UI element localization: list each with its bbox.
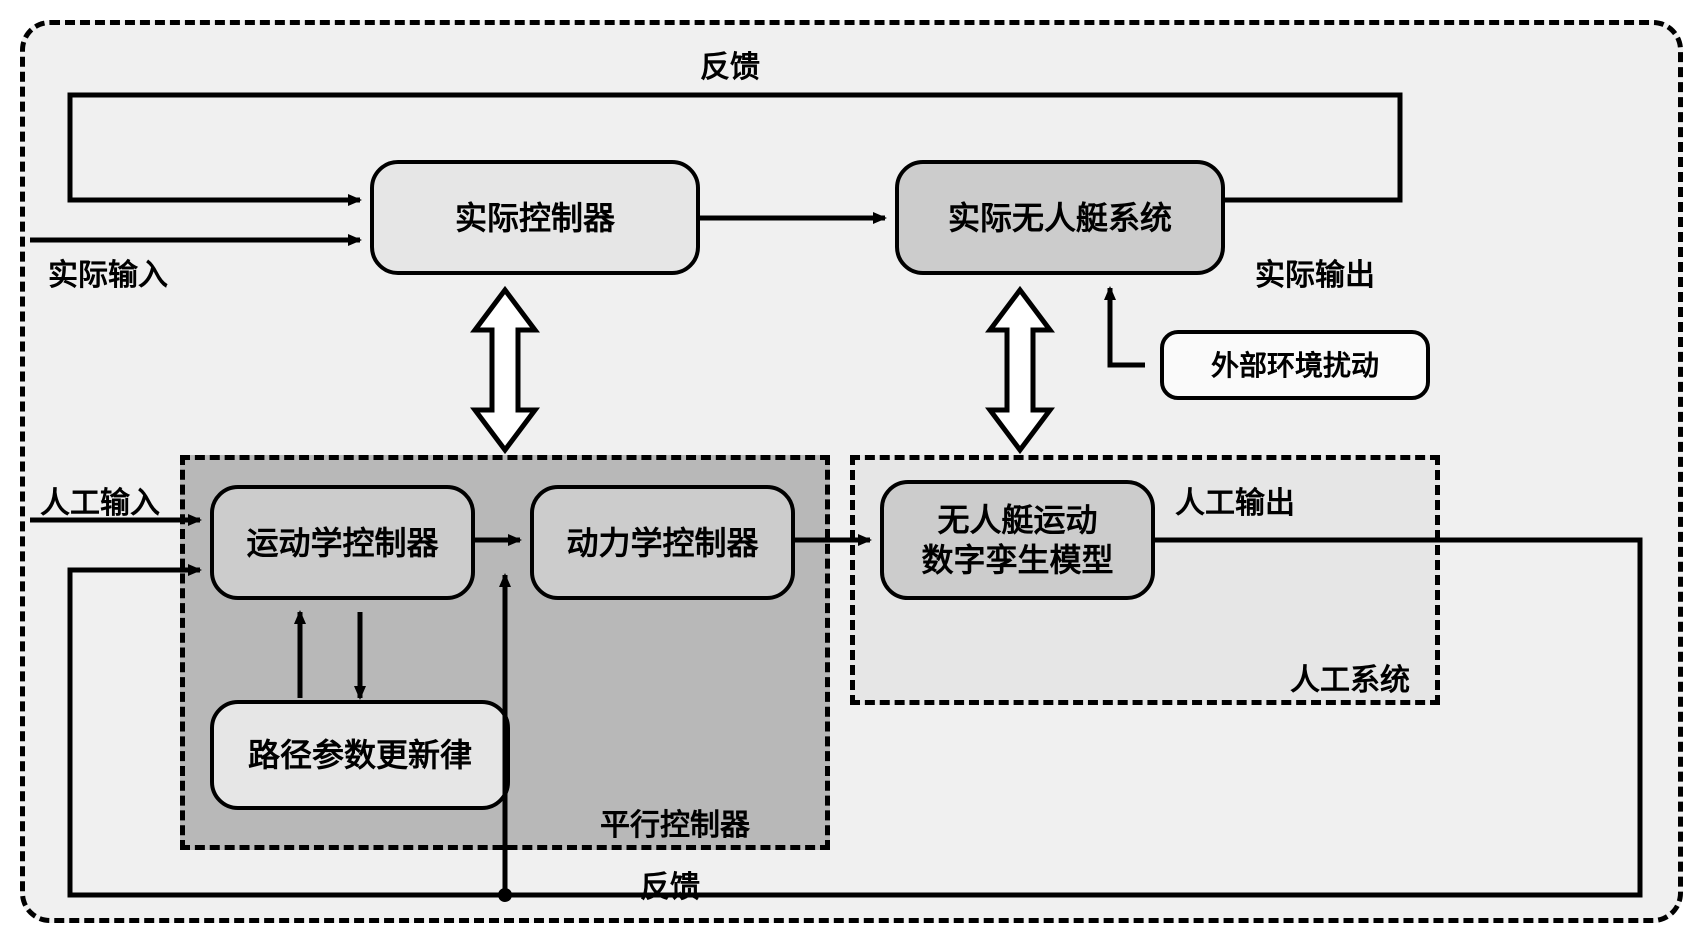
parallel-controller-label: 平行控制器 (600, 800, 750, 844)
node-label: 路径参数更新律 (248, 735, 472, 775)
twin-model-node: 无人艇运动数字孪生模型 (880, 480, 1155, 600)
node-label: 外部环境扰动 (1211, 348, 1379, 383)
node-label: 无人艇运动数字孪生模型 (921, 500, 1113, 580)
node-label: 实际控制器 (455, 198, 615, 238)
disturbance-node: 外部环境扰动 (1160, 330, 1430, 400)
node-label: 动力学控制器 (566, 523, 758, 563)
artificial-input-label: 人工输入 (40, 478, 160, 522)
path-update-node: 路径参数更新律 (210, 700, 510, 810)
kinematic-controller-node: 运动学控制器 (210, 485, 475, 600)
dynamic-controller-node: 动力学控制器 (530, 485, 795, 600)
diagram-canvas: 实际控制器 实际无人艇系统 外部环境扰动 运动学控制器 动力学控制器 无人艇运动… (0, 0, 1703, 943)
feedback-top-label: 反馈 (700, 42, 760, 86)
actual-usv-node: 实际无人艇系统 (895, 160, 1225, 275)
artificial-output-label: 人工输出 (1175, 478, 1295, 522)
actual-input-label: 实际输入 (48, 250, 168, 294)
actual-controller-node: 实际控制器 (370, 160, 700, 275)
node-label: 实际无人艇系统 (948, 198, 1172, 238)
actual-output-label: 实际输出 (1255, 250, 1375, 294)
node-label: 运动学控制器 (246, 523, 438, 563)
artificial-system-label: 人工系统 (1290, 655, 1410, 699)
feedback-bottom-label: 反馈 (640, 862, 700, 906)
